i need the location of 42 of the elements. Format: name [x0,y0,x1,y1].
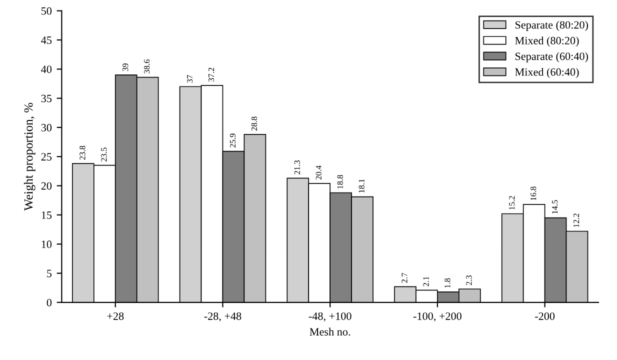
data-label: 2.3 [466,275,472,286]
legend-label: Mixed (60:40) [515,68,579,78]
y-tick-label: 0 [46,298,52,306]
data-label: 14.5 [552,200,558,214]
legend-label: Separate (80:20) [515,20,588,31]
x-axis-title: Mesh no. [310,328,350,336]
x-tick-label: -100, +200 [413,312,462,322]
data-label: 18.8 [337,174,343,189]
x-tick-label: -200 [535,312,555,320]
data-label: 23.5 [101,148,107,162]
y-tick-label: 5 [47,270,52,278]
data-label: 37 [187,75,193,83]
y-tick-label: 15 [42,211,52,219]
legend-label: Mixed (80:20) [515,36,579,47]
y-tick-label: 10 [42,240,52,248]
y-tick-label: 20 [41,182,52,190]
y-tick-label: 50 [42,7,52,15]
data-label: 20.4 [316,165,322,180]
x-tick-label: -28, +48 [204,312,242,322]
x-tick-label: -48, +100 [308,312,352,322]
data-label: 21.3 [294,160,300,174]
data-label: 25.9 [230,134,236,148]
data-label: 37.2 [208,68,214,82]
y-tick-label: 30 [41,124,52,132]
data-label: 23.8 [80,146,86,160]
x-tick-label: +28 [107,312,124,320]
data-label: 28.8 [251,116,258,131]
data-label: 15.2 [509,196,515,210]
data-label: 2.1 [423,276,429,286]
y-tick-label: 40 [41,66,52,74]
data-label: 1.8 [444,278,450,288]
y-tick-label: 35 [41,94,52,102]
data-label: 18.1 [358,179,364,193]
y-tick-label: 45 [41,36,52,44]
legend-label: Separate (60:40) [515,52,588,62]
data-label: 12.2 [574,214,580,228]
y-axis-title: Weight proportion, % [24,102,36,211]
data-label: 16.8 [530,186,536,200]
data-label: 2.7 [402,272,408,283]
y-tick-label: 25 [41,153,52,161]
data-label: 38.6 [144,59,150,74]
data-label: 39 [122,63,128,72]
